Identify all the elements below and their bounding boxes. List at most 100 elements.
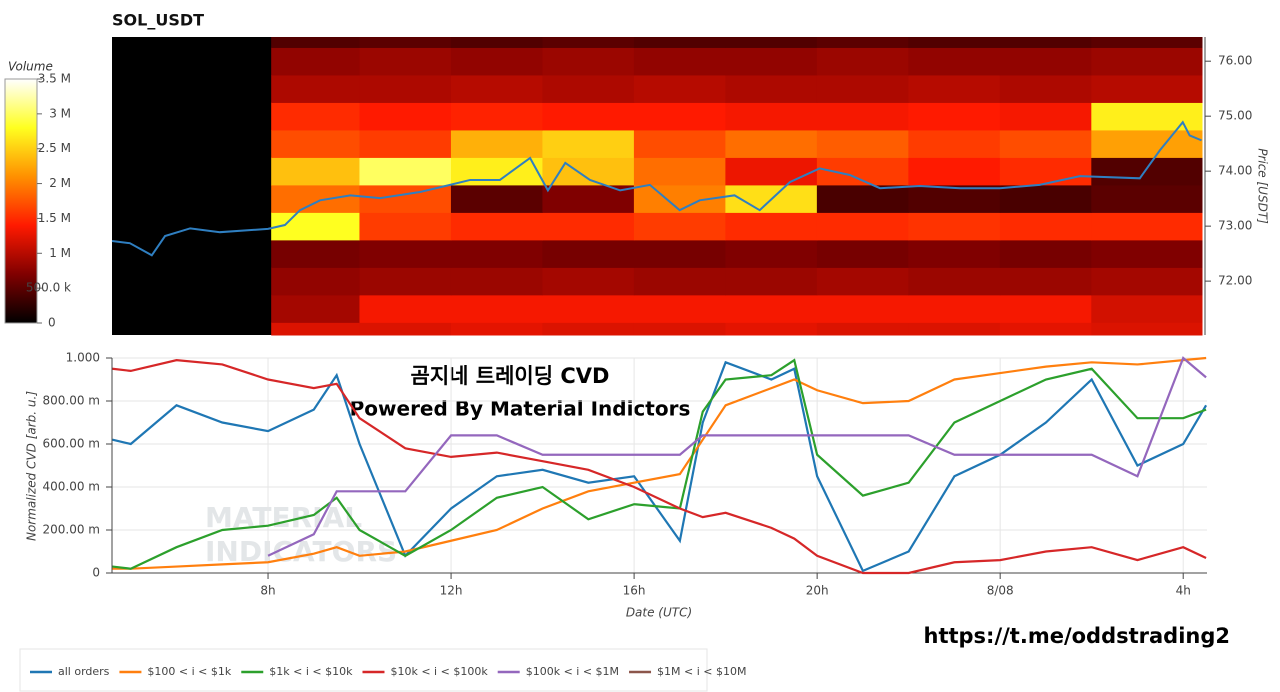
overlay-title: 곰지네 트레이딩 CVD <box>411 364 610 388</box>
heatmap-cell <box>1091 294 1203 323</box>
heatmap-cell <box>725 47 818 76</box>
heatmap-cell <box>1091 74 1203 103</box>
heatmap-cell <box>999 157 1092 186</box>
y-tick-label: 74.00 <box>1218 164 1252 178</box>
heatmap-cell <box>816 267 909 296</box>
heatmap-cell <box>725 212 818 241</box>
legend-label: $100k < i < $1M <box>526 665 619 678</box>
heatmap-cell <box>908 157 1001 186</box>
heatmap-cell <box>450 47 543 76</box>
heatmap-cell <box>999 212 1092 241</box>
heatmap-cell <box>908 102 1001 131</box>
heatmap-cell <box>633 47 726 76</box>
y-tick-label: 75.00 <box>1218 109 1252 123</box>
heatmap-cell <box>359 157 452 186</box>
heatmap-cell <box>271 267 360 296</box>
heatmap-cell <box>1091 212 1203 241</box>
heatmap-cell <box>542 74 635 103</box>
heatmap-cell <box>633 37 726 48</box>
y-axis-title: Price [USDT] <box>1256 148 1270 224</box>
heatmap-cell <box>633 74 726 103</box>
heatmap-cell <box>271 129 360 158</box>
heatmap-cell <box>725 322 818 336</box>
heatmap-cell <box>633 157 726 186</box>
heatmap-cell <box>908 212 1001 241</box>
heatmap-cell <box>450 129 543 158</box>
heatmap-cell <box>450 294 543 323</box>
colorbar-tick-label: 3.5 M <box>38 72 71 86</box>
y-tick-label: 72.00 <box>1218 274 1252 288</box>
heatmap-cell <box>359 102 452 131</box>
colorbar-tick-label: 1.5 M <box>38 211 71 225</box>
y-tick-label: 0 <box>92 566 100 580</box>
heatmap-cell <box>999 37 1092 48</box>
heatmap-cell <box>999 322 1092 336</box>
heatmap-cell <box>542 47 635 76</box>
heatmap-cell <box>359 47 452 76</box>
heatmap-cell <box>633 212 726 241</box>
legend-label: $1M < i < $10M <box>657 665 746 678</box>
heatmap-cell <box>359 239 452 268</box>
heatmap-cell <box>542 239 635 268</box>
plot-area <box>112 358 1207 573</box>
heatmap-cell <box>359 294 452 323</box>
heatmap-cell <box>271 212 360 241</box>
heatmap-cell <box>1091 37 1203 48</box>
heatmap-cell <box>816 47 909 76</box>
heatmap-cell <box>725 129 818 158</box>
price-line <box>111 120 1202 257</box>
x-tick-label: 4h <box>1176 584 1191 598</box>
heatmap-cell <box>999 294 1092 323</box>
heatmap-cell <box>271 322 360 336</box>
heatmap-cell <box>271 37 360 48</box>
heatmap-cell <box>725 294 818 323</box>
heatmap-cell <box>999 74 1092 103</box>
heatmap-cell <box>999 47 1092 76</box>
y-axis-title: Normalized CVD [arb. u.] <box>25 391 39 541</box>
heatmap-cell <box>999 102 1092 131</box>
heatmap-cell <box>450 37 543 48</box>
heatmap-cell <box>542 212 635 241</box>
heatmap-cell <box>633 267 726 296</box>
x-tick-label: 20h <box>806 584 829 598</box>
legend-label: $10k < i < $100k <box>390 665 488 678</box>
heatmap-cell <box>1091 157 1203 186</box>
heatmap-cell <box>725 102 818 131</box>
heatmap-cell <box>816 212 909 241</box>
heatmap-cell <box>816 102 909 131</box>
heatmap-cell <box>271 157 360 186</box>
heatmap-cell <box>450 74 543 103</box>
colorbar-tick-label: 0 <box>48 316 56 330</box>
heatmap-cell <box>1091 239 1203 268</box>
y-tick-label: 1.000 <box>66 351 100 365</box>
heatmap-cell <box>271 102 360 131</box>
colorbar-tick-label: 2 M <box>49 176 71 190</box>
heatmap-cell <box>908 47 1001 76</box>
legend-label: $100 < i < $1k <box>147 665 231 678</box>
heatmap-cell <box>816 322 909 336</box>
heatmap-cell <box>359 322 452 336</box>
heatmap-cell <box>359 212 452 241</box>
x-axis-title: Date (UTC) <box>626 606 692 620</box>
heatmap-cell <box>542 157 635 186</box>
heatmap-cell <box>999 129 1092 158</box>
colorbar <box>4 78 38 324</box>
x-tick-label: 8/08 <box>987 584 1014 598</box>
y-tick-label: 200.00 m <box>43 523 101 537</box>
heatmap-cell <box>725 239 818 268</box>
overlay-subtitle: Powered By Material Indictors <box>350 397 691 421</box>
heatmap-cell <box>450 102 543 131</box>
heatmap-cell <box>271 239 360 268</box>
heatmap-cell <box>271 74 360 103</box>
heatmap-cell <box>450 267 543 296</box>
footer-link: https://t.me/oddstrading2 <box>924 624 1231 648</box>
legend-label: all orders <box>58 665 110 678</box>
heatmap-cell <box>1091 129 1203 158</box>
heatmap-cell <box>816 74 909 103</box>
heatmap-cell <box>633 322 726 336</box>
colorbar-tick-label: 500.0 k <box>26 281 71 295</box>
heatmap-cell <box>450 212 543 241</box>
heatmap-cell <box>542 129 635 158</box>
heatmap-cell <box>450 184 543 213</box>
heatmap-cell <box>542 37 635 48</box>
